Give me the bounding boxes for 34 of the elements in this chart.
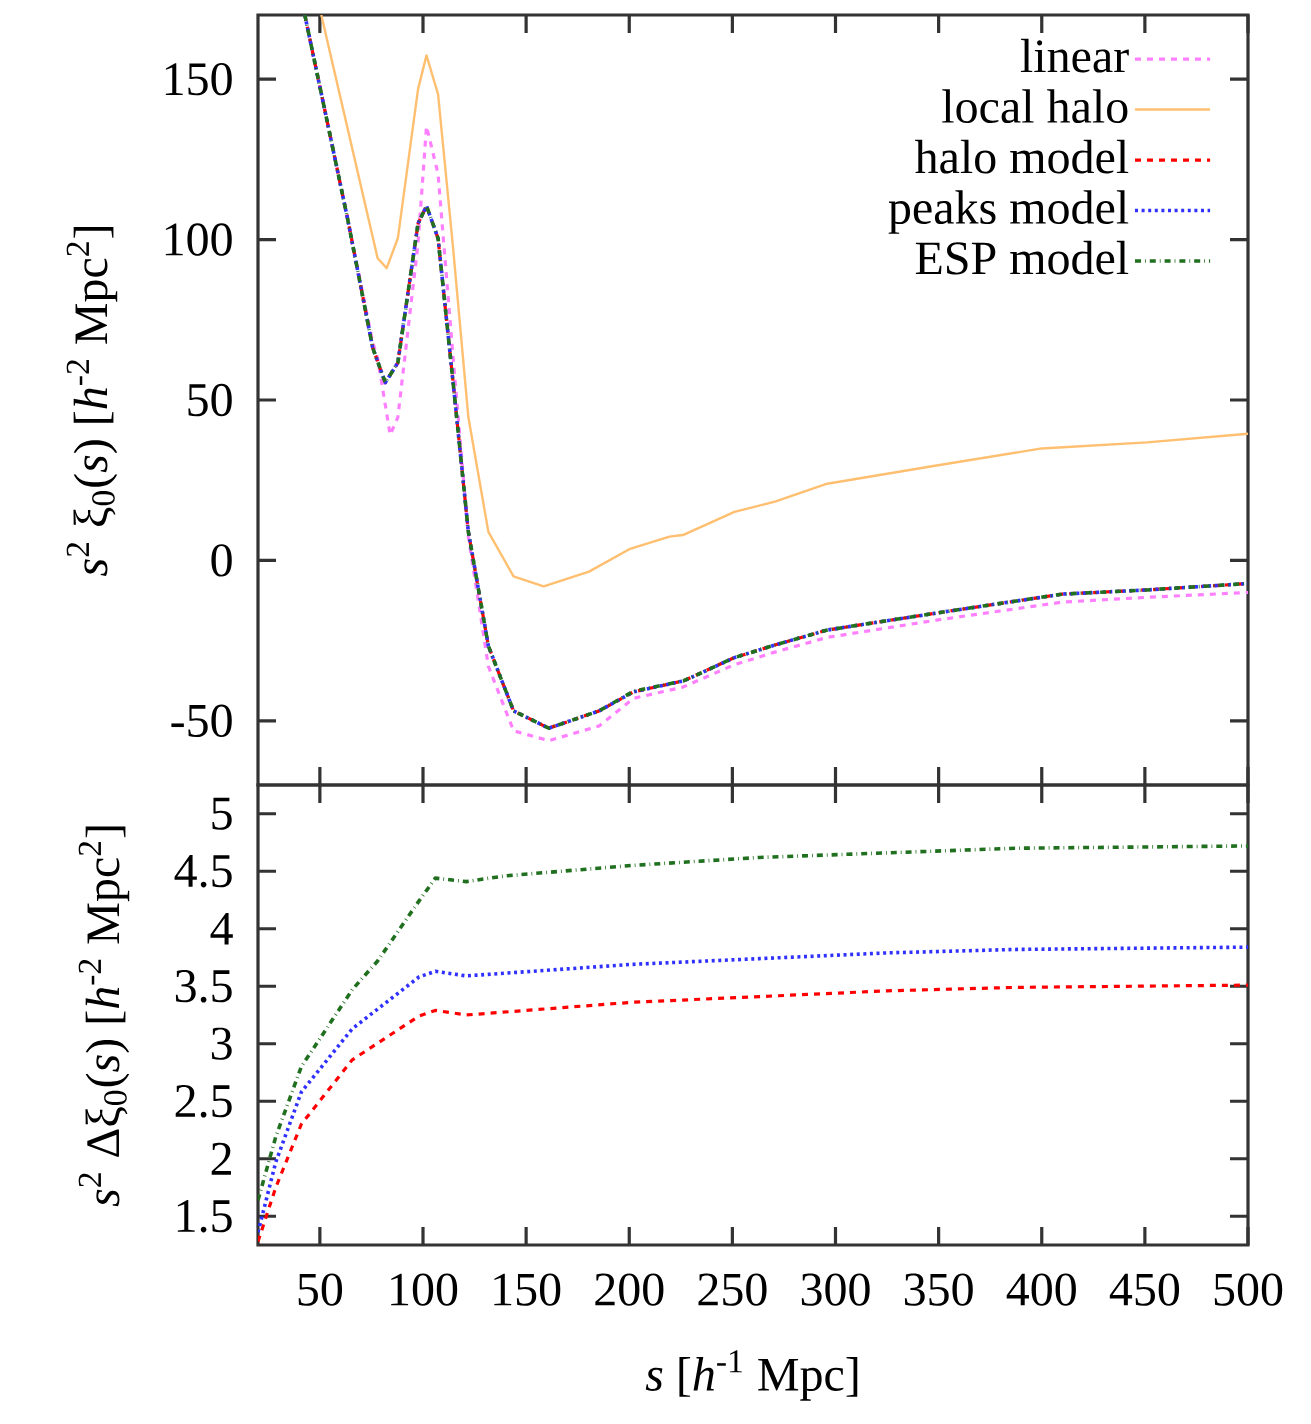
y-tick-label: 4.5 <box>174 855 232 888</box>
x-tick-label: 200 <box>595 1273 664 1306</box>
legend-label: peaks model <box>888 190 1129 234</box>
legend-label: halo model <box>915 139 1129 174</box>
y-tick-label: -50 <box>171 704 232 738</box>
line-series <box>258 945 1248 1235</box>
text: s$^{2}$ Δξ$_{0}$(s) [h$^{-2}$ Mpc$^{2}$] <box>78 826 130 1207</box>
x-tick-label: 400 <box>1006 1273 1076 1306</box>
x-tick-label: 100 <box>391 1273 458 1306</box>
y-tick-label: 0 <box>211 544 232 577</box>
x-tick-label: 500 <box>1214 1273 1283 1306</box>
y-tick-label: 50 <box>188 383 232 417</box>
x-tick-label: 300 <box>801 1273 870 1306</box>
y-tick-label: 3.5 <box>175 970 232 1003</box>
x-tick-label: 150 <box>494 1273 561 1306</box>
x-tick-label: 250 <box>698 1273 767 1306</box>
line-series <box>258 844 1248 1202</box>
y-tick-label: 150 <box>165 62 232 96</box>
y-tick-label: 2 <box>211 1142 231 1175</box>
x-tick-label: 350 <box>904 1273 973 1306</box>
y-tick-label: 3 <box>211 1027 232 1060</box>
x-axis-title: s [h$^{-1}$ Mpc] <box>645 1350 858 1401</box>
y-tick-label: 4 <box>210 912 233 945</box>
line-series <box>320 14 1248 588</box>
y-tick-label: 5 <box>212 797 232 830</box>
legend-label: ESP model <box>915 240 1129 275</box>
legend-label: linear <box>1020 38 1129 73</box>
y-tick-label: 1.5 <box>177 1200 232 1233</box>
legend-label: local halo <box>942 89 1128 124</box>
x-tick-label: 50 <box>298 1273 343 1306</box>
y-tick-label: 100 <box>165 223 232 256</box>
x-tick-label: 450 <box>1109 1273 1180 1306</box>
text: s$^{2}$ ξ$_{0}$(s) [h$^{-2}$ Mpc$^{2}$] <box>66 227 118 576</box>
y-tick-label: 2.5 <box>175 1085 232 1118</box>
